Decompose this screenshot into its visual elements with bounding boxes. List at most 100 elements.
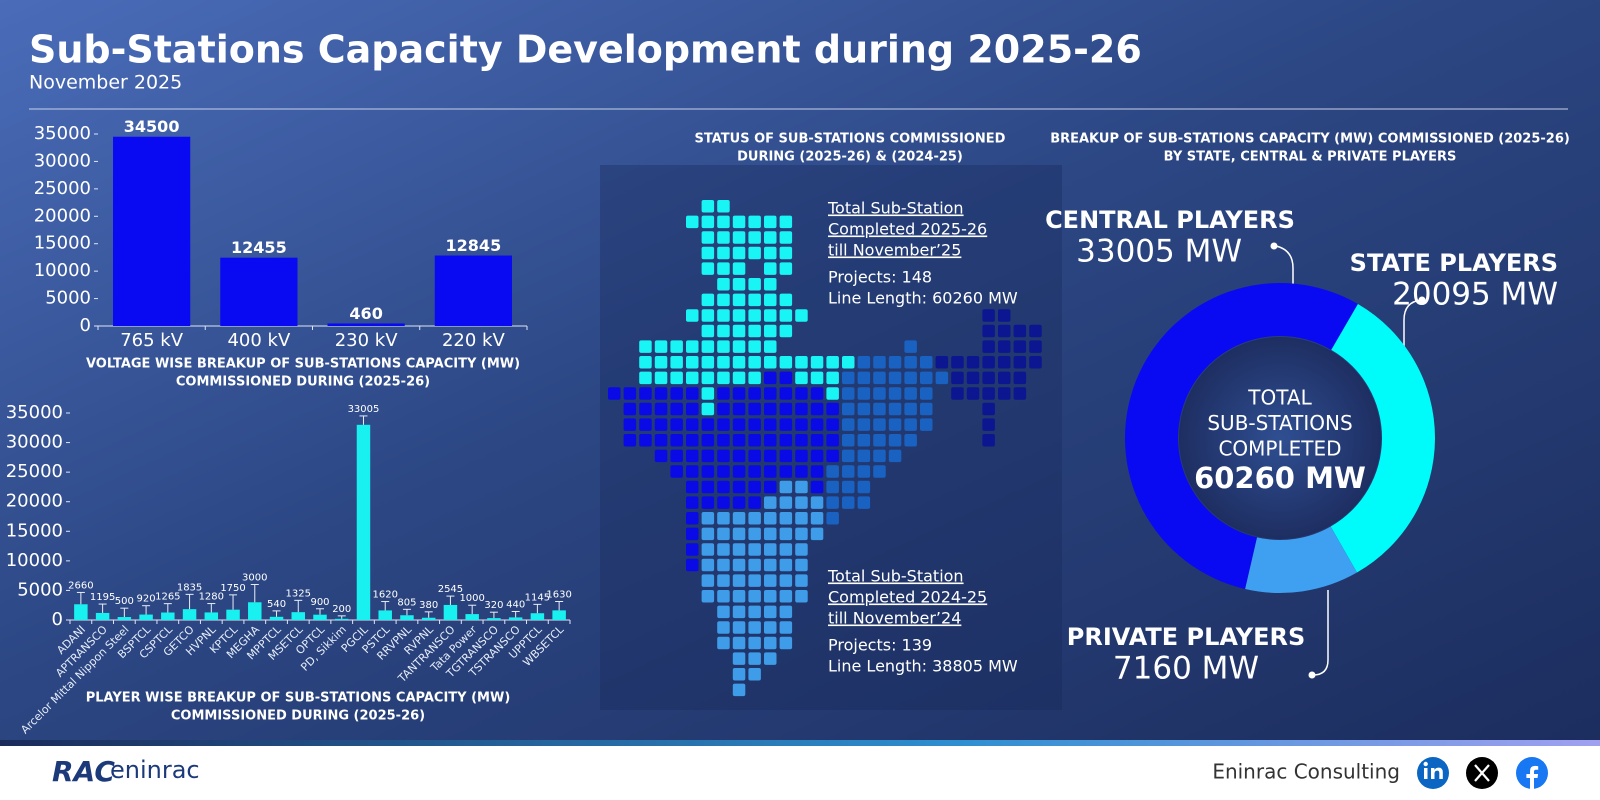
bar <box>313 614 327 620</box>
map-cell <box>857 418 871 431</box>
map-cell <box>717 434 730 447</box>
footer-strip <box>0 740 1600 746</box>
map-cell <box>764 512 777 525</box>
block-heading: till November’24 <box>828 609 961 628</box>
bar <box>335 618 349 620</box>
map-cell <box>748 512 761 525</box>
map-cell <box>764 231 777 244</box>
map-cell <box>857 371 871 385</box>
map-cell <box>732 636 746 650</box>
value-label: 12455 <box>231 238 287 257</box>
map-cell <box>732 465 746 478</box>
block-heading: Total Sub-Station <box>827 567 964 586</box>
map-cell <box>748 215 761 229</box>
map-cell <box>873 418 886 431</box>
map-cell <box>951 356 964 369</box>
footer <box>0 746 1600 800</box>
segment-value: 33005 MW <box>1076 234 1242 270</box>
map-cell <box>654 387 668 400</box>
map-cell <box>732 402 746 416</box>
map-cell <box>982 387 995 400</box>
bar <box>220 257 298 326</box>
map-cell <box>764 356 777 369</box>
map-cell <box>717 465 730 478</box>
block-heading: till November’25 <box>828 241 961 260</box>
block-heading: Completed 2025-26 <box>828 220 987 239</box>
value-label: 1620 <box>372 590 397 601</box>
map-cell <box>717 293 730 307</box>
value-label: 33005 <box>348 404 380 415</box>
map-cell <box>748 387 761 400</box>
error-bar <box>76 591 85 605</box>
value-label: 380 <box>419 600 438 611</box>
map-cell <box>732 574 746 587</box>
value-label: 1195 <box>90 592 115 603</box>
block-heading: Completed 2024-25 <box>828 588 987 607</box>
map-cell <box>764 293 777 307</box>
facebook-icon[interactable] <box>1516 757 1548 789</box>
error-bar <box>185 593 194 610</box>
y-tick-label: 5000 <box>45 288 91 309</box>
bar <box>465 614 479 620</box>
map-cell <box>998 340 1011 353</box>
error-bar <box>446 595 455 605</box>
map-cell <box>686 449 699 463</box>
map-cell <box>654 356 668 369</box>
value-label: 1265 <box>155 592 180 603</box>
map-cell <box>982 434 995 447</box>
error-bar <box>381 601 390 611</box>
map-cell <box>654 449 668 463</box>
map-cell <box>998 356 1011 369</box>
y-tick-label: 10000 <box>6 550 63 571</box>
map-cell <box>764 590 777 603</box>
map-cell <box>717 621 730 634</box>
map-cell <box>670 418 683 431</box>
error-bar <box>359 415 368 425</box>
map-cell <box>608 387 621 400</box>
y-tick-label: 20000 <box>34 205 91 226</box>
map-cell <box>982 309 995 322</box>
page-title: Sub-Stations Capacity Development during… <box>29 28 1142 72</box>
map-cell <box>654 434 668 447</box>
map-cell <box>810 387 824 400</box>
map-cell <box>873 371 886 385</box>
x-icon[interactable] <box>1466 757 1498 789</box>
map-cell <box>842 496 855 509</box>
map-cell <box>920 402 933 416</box>
map-cell <box>888 402 902 416</box>
map-cell <box>857 465 871 478</box>
map-cell <box>732 605 746 619</box>
map-cell <box>639 434 652 447</box>
map-cell <box>732 293 746 307</box>
map-cell <box>842 434 855 447</box>
map-cell <box>639 387 652 400</box>
page-subtitle: November 2025 <box>29 72 182 94</box>
map-cell <box>764 621 777 634</box>
linkedin-icon[interactable] <box>1417 757 1449 789</box>
x-tick-label: 400 kV <box>227 330 291 351</box>
map-cell <box>670 434 683 447</box>
map-title: STATUS OF SUB-STATIONS COMMISSIONED <box>695 132 1006 147</box>
map-cell <box>842 387 855 400</box>
map-cell <box>732 527 746 541</box>
error-bar <box>555 600 564 611</box>
map-cell <box>826 496 839 509</box>
map-cell <box>795 574 808 587</box>
map-cell <box>670 465 683 478</box>
map-cell <box>686 418 699 431</box>
map-cell <box>935 371 949 385</box>
map-cell <box>842 418 855 431</box>
map-cell <box>982 371 995 385</box>
map-cell <box>748 652 761 665</box>
value-label: 920 <box>137 594 156 605</box>
map-cell <box>701 496 715 509</box>
map-cell <box>654 371 668 385</box>
error-bar <box>511 610 520 618</box>
x-tick-label: 230 kV <box>335 330 399 351</box>
map-cell <box>701 200 715 213</box>
value-label: 1000 <box>459 593 484 604</box>
map-cell <box>654 402 668 416</box>
map-cell <box>748 527 761 541</box>
map-cell <box>717 371 730 385</box>
